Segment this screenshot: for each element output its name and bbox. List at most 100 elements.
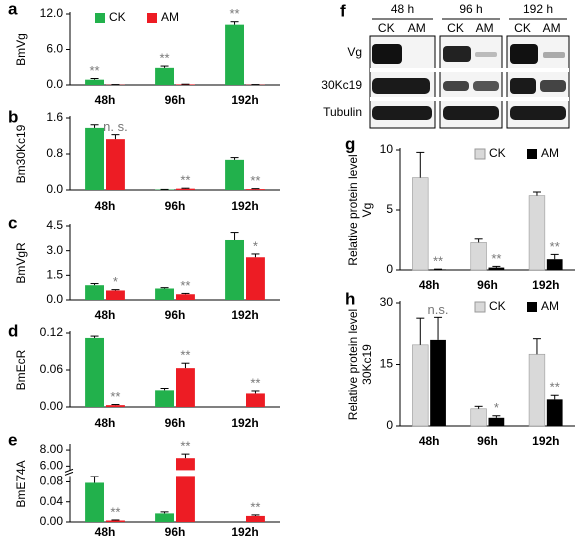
y-tick-label: 4.5: [46, 218, 63, 232]
bar: [246, 257, 265, 300]
bar: [470, 242, 487, 271]
x-tick-label: 48h: [95, 416, 116, 430]
significance: *: [113, 274, 118, 289]
x-tick-label: 48h: [419, 434, 440, 448]
band: [475, 52, 497, 57]
bar: [488, 417, 505, 426]
band: [372, 44, 402, 64]
lane-label: CK: [447, 21, 464, 35]
bar: [106, 520, 125, 522]
legend-swatch: [474, 148, 486, 160]
y-tick-label: 0.06: [40, 362, 64, 376]
bar: [155, 513, 174, 522]
significance: n.s.: [428, 302, 449, 317]
bar: [106, 139, 125, 190]
legend-swatch: [147, 13, 157, 23]
panel-letter: g: [345, 134, 355, 153]
panel-letter: b: [8, 107, 18, 126]
y-axis-label: Bm30Kc19: [14, 124, 28, 183]
y-tick-label: 6.00: [40, 459, 64, 473]
band: [443, 46, 471, 62]
x-tick-label: 192h: [532, 434, 559, 448]
lane-label: AM: [476, 21, 494, 35]
panel-letter: h: [345, 289, 355, 308]
bar: [176, 368, 195, 407]
band: [473, 81, 499, 91]
y-tick-label: 15: [380, 357, 394, 371]
significance: **: [433, 254, 443, 269]
y-tick-label: 6.0: [46, 42, 63, 56]
significance: **: [250, 375, 260, 390]
y-tick-label: 0.8: [46, 146, 63, 160]
legend-label: CK: [109, 10, 126, 24]
legend-label: CK: [489, 299, 506, 313]
x-tick-label: 96h: [165, 525, 186, 539]
time-label: 48 h: [391, 2, 414, 16]
panel-letter: c: [8, 213, 17, 232]
y-axis-label: BmVg: [14, 33, 28, 66]
bar: [85, 127, 104, 190]
significance: **: [550, 239, 560, 254]
band: [443, 81, 469, 91]
significance: **: [250, 173, 260, 188]
band: [510, 44, 538, 64]
panel-letter: e: [8, 430, 17, 449]
bar: [528, 353, 546, 427]
bar: [106, 290, 125, 300]
x-tick-label: 192h: [532, 278, 559, 292]
y-axis-label: Vg: [360, 203, 374, 218]
bar: [85, 79, 104, 85]
y-tick-label: 12.0: [40, 6, 64, 20]
panel-letter: a: [8, 0, 18, 18]
row-label: Tubulin: [323, 105, 362, 119]
significance: **: [550, 380, 560, 395]
y-axis-label: BmE74A: [14, 460, 28, 507]
bar: [546, 259, 563, 270]
y-tick-label: 1.5: [46, 268, 63, 282]
y-axis-label: Relative protein level: [346, 309, 360, 420]
y-tick-label: 8.00: [40, 442, 64, 456]
y-tick-label: 0.12: [40, 325, 64, 339]
band: [372, 78, 430, 94]
band: [443, 106, 499, 120]
y-tick-label: 0.00: [40, 399, 64, 413]
bar: [176, 294, 195, 300]
band: [510, 106, 566, 120]
x-tick-label: 96h: [165, 93, 186, 107]
band: [372, 106, 432, 120]
x-tick-label: 96h: [477, 278, 498, 292]
bar: [246, 393, 265, 407]
x-tick-label: 192h: [231, 525, 258, 539]
significance: **: [89, 63, 99, 78]
x-tick-label: 48h: [95, 525, 116, 539]
y-tick-label: 0: [386, 262, 393, 276]
break-mark: [64, 468, 74, 473]
x-tick-label: 192h: [231, 199, 258, 213]
legend-swatch: [527, 149, 537, 159]
significance: n. s.: [103, 119, 128, 134]
bar: [155, 390, 174, 407]
bar: [470, 408, 487, 427]
bar: [528, 195, 546, 271]
bar: [225, 159, 244, 190]
x-tick-label: 48h: [95, 199, 116, 213]
y-tick-label: 5: [386, 202, 393, 216]
bar: [488, 267, 505, 270]
bar: [85, 285, 104, 300]
legend-label: CK: [489, 146, 506, 160]
y-tick-label: 0.0: [46, 182, 63, 196]
bar: [155, 288, 174, 300]
x-tick-label: 96h: [165, 416, 186, 430]
x-tick-label: 96h: [165, 199, 186, 213]
y-tick-label: 30: [380, 295, 394, 309]
y-axis-label: BmVgR: [14, 242, 28, 284]
bar: [85, 482, 104, 522]
lane-label: CK: [514, 21, 531, 35]
significance: **: [110, 389, 120, 404]
bar: [225, 239, 244, 300]
bar: [246, 515, 265, 522]
lane-label: CK: [378, 21, 395, 35]
band: [510, 78, 536, 94]
significance: **: [180, 439, 190, 454]
y-tick-label: 3.0: [46, 243, 63, 257]
